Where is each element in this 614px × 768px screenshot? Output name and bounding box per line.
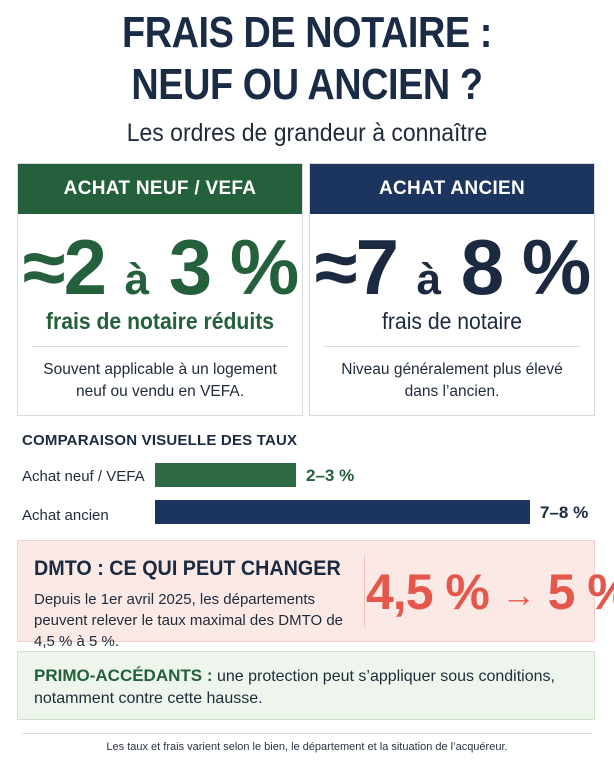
card-neuf-rate: ≈2 à 3 % xyxy=(18,222,302,325)
primo-box: PRIMO-ACCÉDANTS : une protection peut s’… xyxy=(17,651,595,720)
card-ancien-low: 7 xyxy=(355,223,399,311)
card-ancien-between: à xyxy=(416,255,442,304)
card-neuf-pct: % xyxy=(229,223,299,311)
card-neuf-between: à xyxy=(124,255,150,304)
primo-heading: PRIMO-ACCÉDANTS : xyxy=(34,666,213,685)
primo-text: PRIMO-ACCÉDANTS : une protection peut s’… xyxy=(34,665,584,710)
dmto-title: DMTO : CE QUI PEUT CHANGER xyxy=(34,557,341,580)
footer-divider xyxy=(22,733,592,734)
bar-ancien xyxy=(155,500,530,524)
comparison-title: COMPARAISON VISUELLE DES TAUX xyxy=(22,432,298,449)
card-ancien-pct: % xyxy=(521,223,591,311)
arrow-right-icon: → xyxy=(501,576,536,615)
dmto-separator xyxy=(364,555,365,627)
bar-value-ancien: 7–8 % xyxy=(540,503,589,522)
card-neuf-high: 3 xyxy=(168,223,212,311)
card-ancien-approx: ≈ xyxy=(314,223,358,311)
title-line-1: FRAIS DE NOTAIRE : xyxy=(122,8,492,57)
card-neuf-description: Souvent applicable à un logement neuf ou… xyxy=(43,361,277,400)
subtitle: Les ordres de grandeur à connaître xyxy=(126,119,488,147)
card-neuf-divider xyxy=(32,346,288,347)
dmto-box: DMTO : CE QUI PEUT CHANGER Depuis le 1er… xyxy=(17,540,614,650)
dmto-rate-from: 4,5 % xyxy=(366,564,490,620)
bar-label-ancien: Achat ancien xyxy=(22,507,109,524)
bar-label-neuf: Achat neuf / VEFA xyxy=(22,468,145,485)
card-ancien: ACHAT ANCIEN ≈7 à 8 % frais de notaire N… xyxy=(309,163,595,416)
title-line-2: NEUF OU ANCIEN ? xyxy=(131,60,483,109)
card-ancien-heading: ACHAT ANCIEN xyxy=(310,164,594,214)
dmto-rate: 4,5 % → 5 % xyxy=(366,563,614,621)
bar-value-neuf: 2–3 % xyxy=(306,466,355,485)
primo-body: une protection peut s’appliquer sous con… xyxy=(34,668,555,707)
bar-neuf xyxy=(155,463,296,487)
card-ancien-high: 8 xyxy=(460,223,504,311)
card-neuf-heading: ACHAT NEUF / VEFA xyxy=(18,164,302,214)
card-ancien-description: Niveau généralement plus élevé dans l’an… xyxy=(341,361,563,400)
card-neuf-label: frais de notaire réduits xyxy=(45,308,275,334)
dmto-text: Depuis le 1er avril 2025, les départemen… xyxy=(34,591,344,650)
footer-note: Les taux et frais varient selon le bien,… xyxy=(106,741,508,753)
card-neuf-approx: ≈ xyxy=(22,223,66,311)
card-neuf-low: 2 xyxy=(63,223,107,311)
card-ancien-divider xyxy=(324,346,580,347)
dmto-rate-to: 5 % xyxy=(547,564,614,620)
card-neuf: ACHAT NEUF / VEFA ≈2 à 3 % frais de nota… xyxy=(17,163,303,416)
card-ancien-label: frais de notaire xyxy=(382,308,522,334)
card-ancien-rate: ≈7 à 8 % xyxy=(310,222,594,325)
